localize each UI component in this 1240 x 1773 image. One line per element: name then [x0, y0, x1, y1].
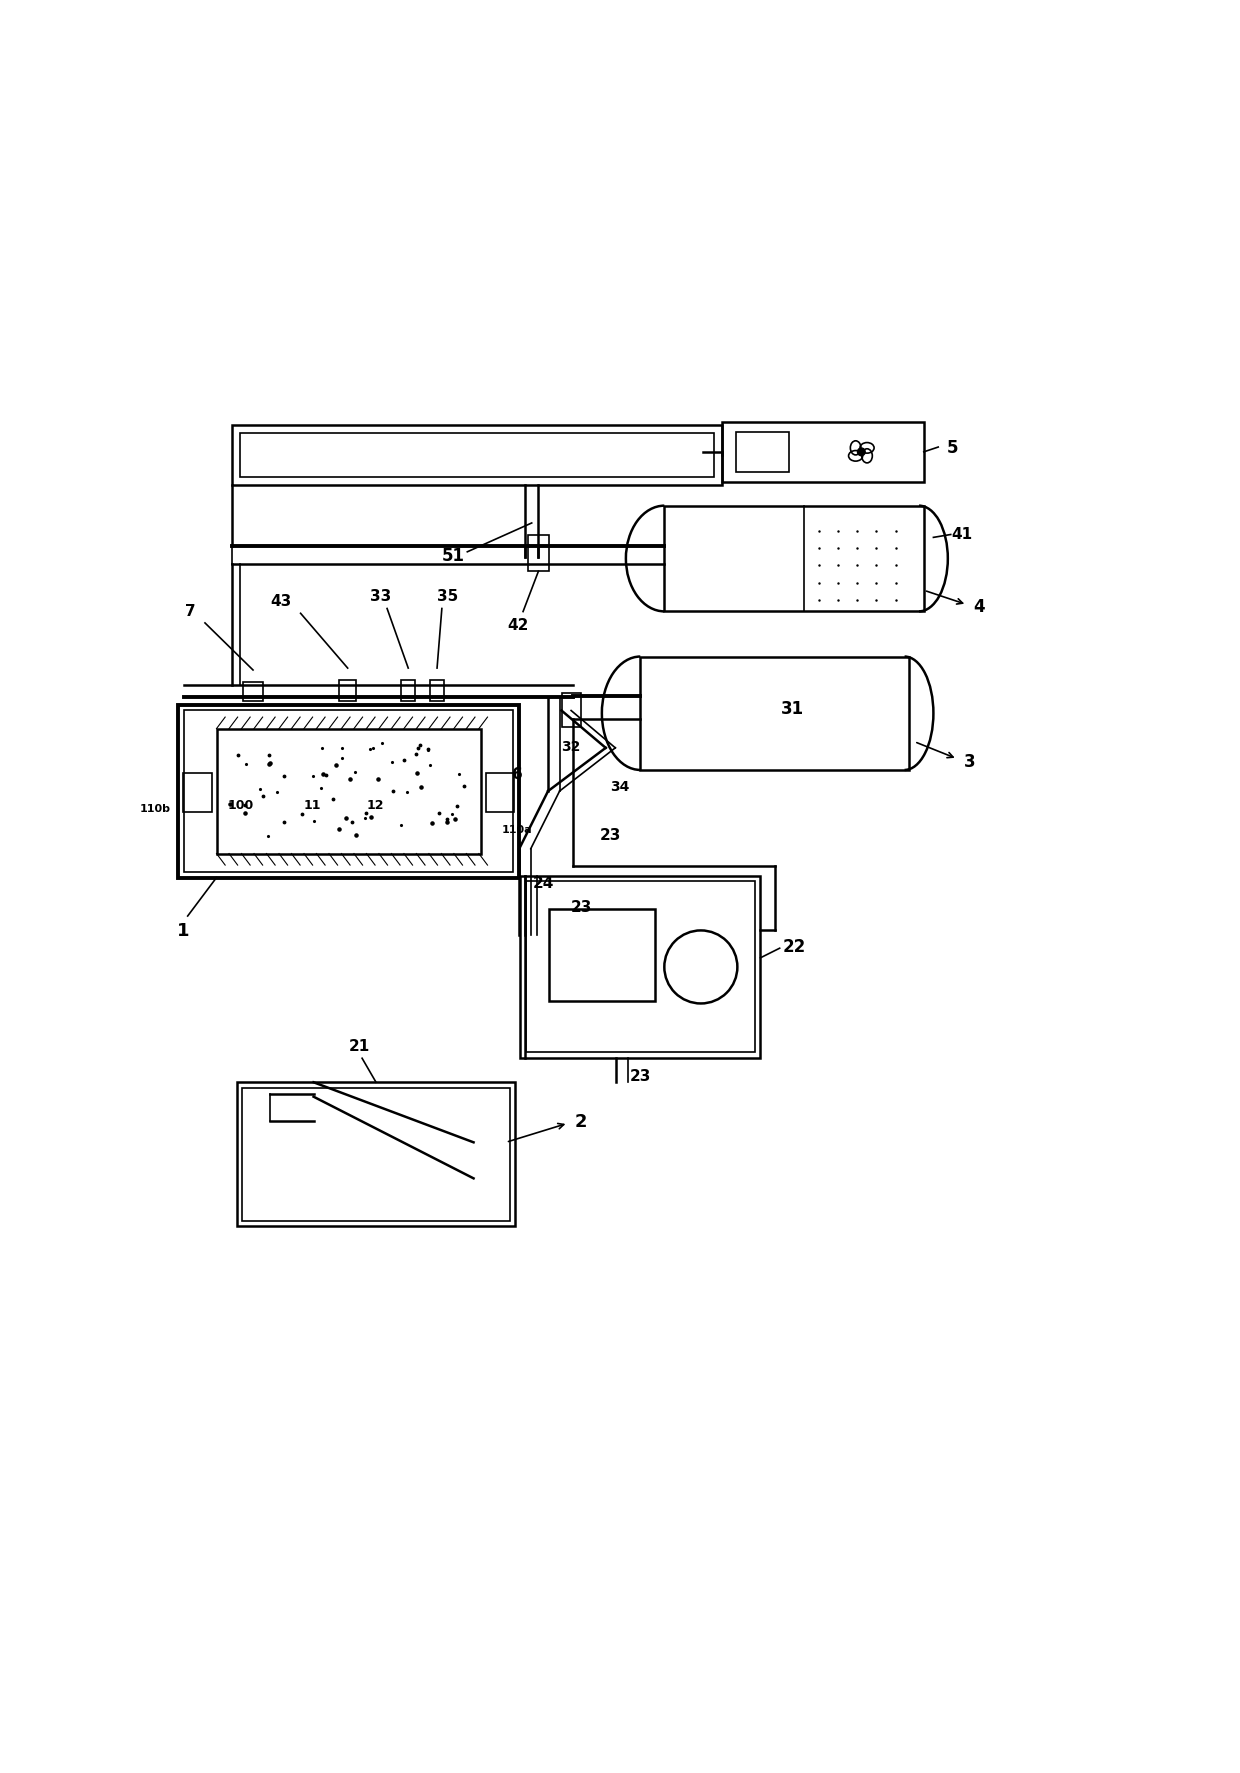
Text: 23: 23 — [630, 1069, 651, 1083]
Bar — [521, 876, 760, 1058]
Text: 41: 41 — [951, 527, 973, 543]
Text: 5: 5 — [947, 438, 959, 457]
Bar — [722, 422, 924, 482]
Bar — [237, 1083, 516, 1227]
Text: 100: 100 — [227, 800, 254, 812]
Bar — [232, 426, 722, 486]
Text: 32: 32 — [562, 739, 580, 754]
Bar — [179, 706, 520, 878]
Text: 2: 2 — [574, 1113, 587, 1131]
Text: 3: 3 — [965, 752, 976, 771]
Text: 7: 7 — [185, 603, 196, 619]
Bar — [528, 535, 549, 573]
Bar — [243, 1089, 510, 1222]
Bar — [562, 693, 580, 727]
Bar — [486, 775, 515, 812]
Text: 34: 34 — [610, 780, 630, 794]
Text: 31: 31 — [781, 699, 804, 716]
Text: 1: 1 — [176, 922, 190, 940]
Text: 42: 42 — [507, 617, 529, 633]
Bar — [640, 658, 909, 771]
Text: 22: 22 — [782, 938, 806, 956]
Text: 11: 11 — [304, 800, 321, 812]
Text: 23: 23 — [570, 899, 593, 915]
Bar — [430, 681, 444, 702]
Circle shape — [858, 449, 866, 456]
Text: 23: 23 — [600, 828, 621, 842]
Text: 110a: 110a — [502, 824, 532, 835]
Bar — [217, 729, 481, 855]
Text: 43: 43 — [270, 594, 291, 608]
Bar — [665, 507, 924, 612]
Bar — [549, 910, 655, 1002]
Bar — [402, 681, 415, 702]
Circle shape — [665, 931, 738, 1004]
Text: 35: 35 — [436, 589, 459, 605]
Bar — [339, 681, 356, 702]
Text: 24: 24 — [532, 876, 554, 890]
Bar — [239, 433, 714, 477]
Bar — [243, 683, 263, 702]
Text: 6: 6 — [512, 768, 523, 782]
Text: 33: 33 — [370, 589, 391, 605]
Text: 4: 4 — [973, 598, 986, 615]
Bar — [184, 711, 513, 872]
Text: 12: 12 — [366, 800, 384, 812]
Bar — [182, 775, 212, 812]
Text: 21: 21 — [348, 1039, 370, 1053]
Text: 51: 51 — [441, 546, 465, 564]
Bar — [737, 433, 789, 473]
Text: 110b: 110b — [139, 803, 170, 814]
Bar — [526, 881, 755, 1053]
